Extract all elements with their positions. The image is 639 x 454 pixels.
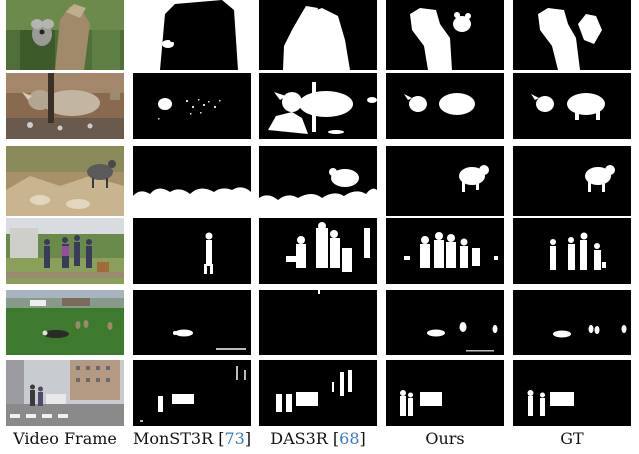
- row-koala: [6, 0, 631, 70]
- mask-ours-people: [386, 218, 504, 284]
- mask-das3r-koala: [259, 0, 377, 70]
- row-people: [6, 218, 631, 284]
- caption-monst3r-label: MonST3R: [132, 429, 214, 448]
- mask-das3r-dogs-geese: [259, 290, 377, 355]
- row-dogs-geese: [6, 290, 631, 355]
- mask-das3r-people: [259, 218, 377, 284]
- mask-gt-street: [513, 360, 631, 426]
- mask-monst3r-street: [133, 360, 251, 426]
- mask-ours-rhino: [386, 73, 504, 139]
- mask-gt-goat: [513, 146, 631, 216]
- video-frame-street: [6, 360, 124, 426]
- mask-das3r-rhino: [259, 73, 377, 139]
- mask-ours-goat: [386, 146, 504, 216]
- mask-ours-street: [386, 360, 504, 426]
- mask-monst3r-koala: [133, 0, 251, 70]
- row-rhino: [6, 73, 631, 139]
- caption-ours: Ours: [385, 428, 505, 450]
- caption-video-frame: Video Frame: [5, 428, 125, 450]
- mask-das3r-street: [259, 360, 377, 426]
- caption-das3r-ref[interactable]: 68: [339, 429, 360, 448]
- mask-ours-dogs-geese: [386, 290, 504, 355]
- mask-gt-people: [513, 218, 631, 284]
- mask-monst3r-people: [133, 218, 251, 284]
- caption-das3r-label: DAS3R: [270, 429, 328, 448]
- video-frame-koala: [6, 0, 124, 70]
- caption-video-frame-label: Video Frame: [13, 429, 117, 448]
- mask-monst3r-goat: [133, 146, 251, 216]
- mask-monst3r-dogs-geese: [133, 290, 251, 355]
- video-frame-dogs-geese: [6, 290, 124, 355]
- caption-das3r: DAS3R [68]: [270, 429, 366, 448]
- row-goat: [6, 146, 631, 216]
- caption-ours-label: Ours: [425, 429, 465, 448]
- row-street: [6, 360, 631, 426]
- caption-gt: GT: [512, 428, 632, 450]
- mask-gt-dogs-geese: [513, 290, 631, 355]
- video-frame-people: [6, 218, 124, 284]
- caption-gt-label: GT: [560, 429, 584, 448]
- mask-das3r-goat: [259, 146, 377, 216]
- mask-monst3r-rhino: [133, 73, 251, 139]
- mask-gt-koala: [513, 0, 631, 70]
- caption-monst3r-ref[interactable]: 73: [224, 429, 245, 448]
- mask-gt-rhino: [513, 73, 631, 139]
- mask-ours-koala: [386, 0, 504, 70]
- video-frame-goat: [6, 146, 124, 216]
- caption-monst3r: MonST3R [73]: [132, 429, 252, 448]
- video-frame-rhino: [6, 73, 124, 139]
